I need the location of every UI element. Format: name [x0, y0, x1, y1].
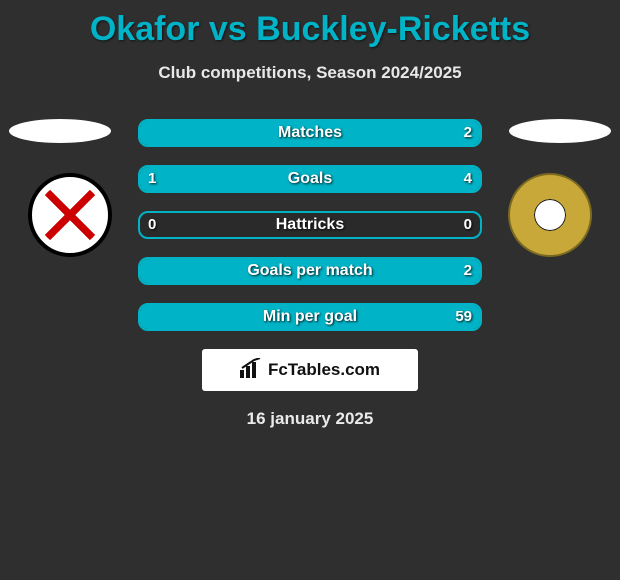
comparison-arena: Matches 2 1 Goals 4 0 Hattricks 0 Goals …: [0, 119, 620, 429]
stat-value-right: 2: [464, 124, 472, 141]
stat-value-right: 2: [464, 262, 472, 279]
player-left-nameplate: [9, 119, 111, 143]
stat-value-right: 59: [455, 308, 472, 325]
stat-value-right: 0: [464, 216, 472, 233]
player-right-nameplate: [509, 119, 611, 143]
stat-row: Goals per match 2: [138, 257, 482, 285]
stat-row: Min per goal 59: [138, 303, 482, 331]
player-left-club-badge: [28, 173, 112, 257]
stat-rows: Matches 2 1 Goals 4 0 Hattricks 0 Goals …: [138, 119, 482, 331]
stat-label: Matches: [140, 124, 480, 142]
date-text: 16 january 2025: [0, 409, 620, 429]
stat-row: 0 Hattricks 0: [138, 211, 482, 239]
stat-label: Hattricks: [140, 216, 480, 234]
page-title: Okafor vs Buckley-Ricketts: [0, 0, 620, 49]
stat-label: Goals per match: [140, 262, 480, 280]
stat-label: Min per goal: [140, 308, 480, 326]
chart-icon: [240, 358, 262, 383]
player-right-club-badge: [508, 173, 592, 257]
stat-row: Matches 2: [138, 119, 482, 147]
stat-label: Goals: [140, 170, 480, 188]
stat-value-right: 4: [464, 170, 472, 187]
branding-text: FcTables.com: [268, 360, 380, 380]
stat-row: 1 Goals 4: [138, 165, 482, 193]
branding-box[interactable]: FcTables.com: [202, 349, 418, 391]
subtitle: Club competitions, Season 2024/2025: [0, 63, 620, 83]
